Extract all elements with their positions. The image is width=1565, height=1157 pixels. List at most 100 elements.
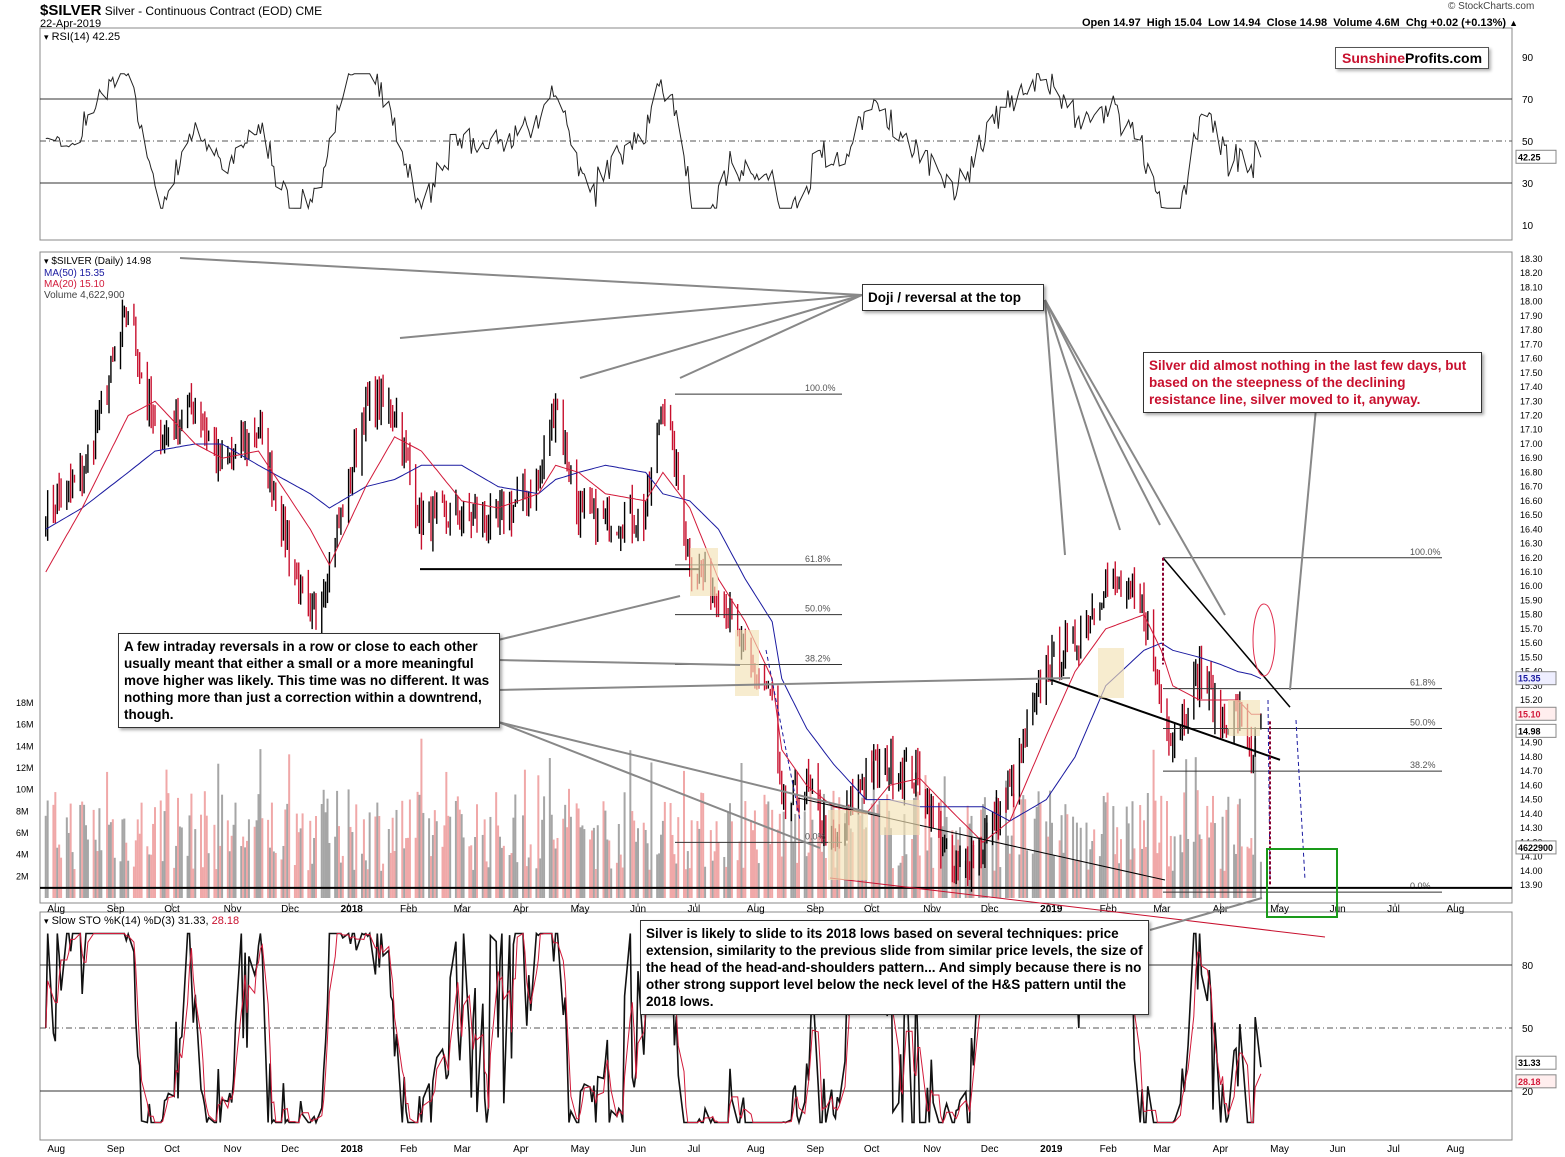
sto-d-badge-bg [1515, 1074, 1557, 1089]
volume-bar [1146, 793, 1149, 898]
sto-month-label: Aug [747, 1144, 765, 1155]
volume-bar [577, 808, 580, 898]
volume-bar [1210, 822, 1213, 898]
volume-bar [512, 817, 515, 898]
volume-bar [926, 850, 929, 898]
volume-legend: Volume 4,622,900 [44, 290, 125, 301]
volume-bar [905, 854, 908, 898]
volume-bar [888, 810, 891, 898]
volume-bar [1192, 841, 1195, 898]
volume-bar [821, 851, 823, 898]
price-month-label: Jul [1387, 904, 1400, 915]
volume-bar [755, 849, 758, 898]
volume-tick-label: 12M [16, 763, 34, 773]
volume-bar [713, 851, 716, 898]
price-tick-label: 14.90 [1520, 738, 1543, 748]
volume-bar [730, 821, 733, 898]
volume-bar [274, 852, 277, 898]
volume-bar [1125, 806, 1128, 898]
volume-bar [621, 867, 624, 898]
volume-bar [727, 811, 730, 898]
volume-bar [127, 860, 130, 898]
ma50-legend: MA(50) 15.35 [44, 268, 105, 279]
volume-bar [1031, 853, 1034, 898]
price-month-label: 2018 [341, 904, 364, 915]
ma20-legend: MA(20) 15.10 [44, 279, 105, 290]
volume-bar [125, 842, 128, 898]
price-month-label: Jun [630, 904, 646, 915]
sto-month-label: Jun [630, 1144, 646, 1155]
volume-bar [46, 800, 49, 898]
slide-pointer [1149, 897, 1263, 931]
volume-bar [502, 845, 505, 898]
volume-bar [661, 820, 664, 898]
volume-bar [1033, 818, 1036, 898]
quote-bar: Open 14.97 High 15.04 Low 14.94 Close 14… [1082, 17, 1518, 29]
volume-bar [1169, 835, 1172, 898]
volume-bar [660, 834, 662, 898]
volume-bar [541, 819, 544, 898]
volume-bar [328, 842, 331, 898]
volume-bar [884, 827, 887, 898]
sto-month-label: Jul [1387, 1144, 1400, 1155]
sto-month-label: May [571, 1144, 590, 1155]
volume-bar [834, 867, 837, 898]
volume-bar [1106, 792, 1109, 898]
volume-bar [1223, 870, 1226, 898]
reversals-pointer [497, 659, 741, 666]
volume-bar [418, 794, 421, 898]
volume-bar [637, 828, 639, 898]
sto-month-label: Sep [806, 1144, 824, 1155]
volume-bar [96, 851, 99, 898]
price-tick-label: 16.10 [1520, 567, 1543, 577]
volume-bar [646, 843, 649, 898]
volume-bar [1114, 854, 1117, 898]
sto-month-label: Mar [1153, 1144, 1171, 1155]
volume-bar [566, 827, 569, 898]
volume-bar [293, 865, 296, 898]
volume-bar [154, 807, 156, 898]
rsi-tick-label: 30 [1522, 179, 1534, 190]
volume-bar [132, 866, 135, 898]
price-tick-label: 15.30 [1520, 681, 1543, 691]
price-month-label: Mar [454, 904, 472, 915]
volume-bar [615, 862, 618, 898]
volume-bar [320, 804, 323, 898]
doji-pointer [1044, 299, 1161, 526]
price-month-label: Feb [1100, 904, 1118, 915]
volume-bar [295, 813, 298, 898]
volume-bar [207, 853, 210, 898]
volume-bar [1127, 823, 1130, 898]
volume-bar [382, 863, 385, 898]
price-tick-label: 18.20 [1520, 268, 1543, 278]
price-tick-label: 14.00 [1520, 866, 1543, 876]
sto-month-label: May [1270, 1144, 1289, 1155]
volume-bar [71, 852, 74, 898]
volume-bar [658, 853, 661, 898]
volume-bar [422, 812, 425, 898]
volume-bar [447, 815, 450, 898]
price-month-label: Aug [47, 904, 65, 915]
volume-bar [326, 798, 329, 898]
volume-bar [717, 842, 720, 898]
volume-bar [228, 851, 231, 898]
volume-bar [483, 819, 486, 898]
volume-bar [1064, 804, 1067, 898]
volume-bar [579, 827, 582, 898]
volume-bar [610, 868, 613, 898]
volume-bar [914, 772, 917, 898]
volume-bar [1183, 792, 1186, 898]
price-tick-label: 16.50 [1520, 510, 1543, 520]
volume-bar [1219, 868, 1222, 898]
volume-bar [769, 844, 772, 898]
volume-bar [548, 758, 551, 898]
volume-bar [456, 796, 459, 898]
volume-bar [152, 823, 155, 898]
volume-bar [629, 750, 632, 898]
volume-bar [604, 810, 607, 898]
ma20-badge: 15.10 [1518, 709, 1541, 719]
volume-bar [1052, 855, 1055, 898]
sto-month-label: Feb [400, 1144, 418, 1155]
volume-bar [725, 866, 728, 898]
